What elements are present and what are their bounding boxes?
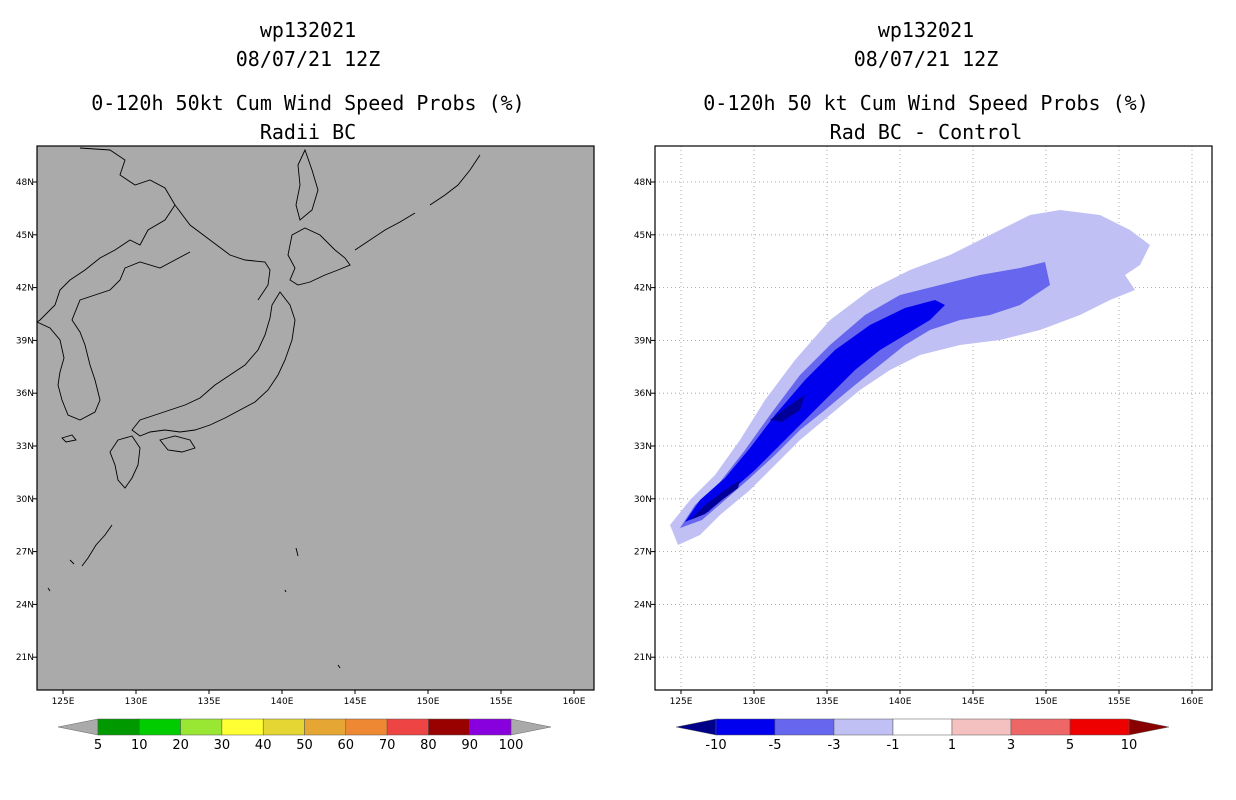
right-product-title: 0-120h 50 kt Cum Wind Speed Probs (%) bbox=[703, 91, 1149, 115]
lon-tick-label: 135E bbox=[198, 697, 221, 707]
colorbar-swatch bbox=[1010, 718, 1071, 736]
lat-tick-label: 39N bbox=[16, 336, 34, 346]
lat-tick-label: 21N bbox=[634, 653, 652, 663]
right-datetime: 08/07/21 12Z bbox=[853, 47, 999, 71]
lat-tick-label: 21N bbox=[16, 653, 34, 663]
colorbar-swatch bbox=[139, 718, 181, 736]
colorbar-label: 20 bbox=[172, 738, 189, 753]
left-product-title: 0-120h 50kt Cum Wind Speed Probs (%) bbox=[91, 91, 525, 115]
diff-band-dark bbox=[685, 300, 945, 522]
lat-tick-label: 33N bbox=[634, 442, 652, 452]
lon-tick-label: 140E bbox=[271, 697, 294, 707]
left-map: 125E 130E 135E 140E 145E 150E 155E 160E 48N 45N 42… bbox=[16, 145, 595, 707]
lat-tick-label: 24N bbox=[634, 600, 652, 610]
colorbar-swatch bbox=[180, 718, 223, 736]
colorbar-label: 30 bbox=[214, 738, 231, 753]
lon-tick-label: 150E bbox=[417, 697, 440, 707]
right-map: 125E 130E 135E 140E 145E 150E 155E 160E 48N 45N 42… bbox=[634, 145, 1213, 707]
lon-tick-label: 130E bbox=[125, 697, 148, 707]
lon-tick-label: 160E bbox=[563, 697, 586, 707]
right-difference-field bbox=[670, 210, 1150, 545]
colorbar-label: 90 bbox=[461, 738, 478, 753]
lat-tick-label: 45N bbox=[634, 231, 652, 241]
colorbar-label: 5 bbox=[94, 738, 102, 753]
colorbar-swatch bbox=[221, 718, 264, 736]
colorbar-label: -1 bbox=[887, 738, 900, 753]
colorbar-swatch bbox=[892, 718, 953, 736]
colorbar-swatch bbox=[1069, 718, 1130, 736]
colorbar-label: -10 bbox=[705, 738, 726, 753]
colorbar-label: 5 bbox=[1066, 738, 1074, 753]
lon-tick-label: 160E bbox=[1181, 697, 1204, 707]
lon-tick-label: 155E bbox=[1108, 697, 1131, 707]
lat-tick-label: 30N bbox=[16, 495, 34, 505]
lon-tick-label: 155E bbox=[490, 697, 513, 707]
left-colorbar: 5 10 20 30 40 50 60 70 80 90 100 bbox=[57, 718, 552, 753]
left-subtitle: Radii BC bbox=[259, 120, 357, 144]
colorbar-swatch bbox=[262, 718, 305, 736]
colorbar-swatch bbox=[469, 718, 512, 736]
right-subtitle: Rad BC - Control bbox=[829, 120, 1023, 144]
colorbar-label: -3 bbox=[828, 738, 841, 753]
lon-tick-label: 150E bbox=[1035, 697, 1058, 707]
right-colorbar: -10 -5 -3 -1 1 3 5 10 bbox=[675, 718, 1170, 753]
colorbar-swatch bbox=[304, 718, 347, 736]
colorbar-label: -5 bbox=[769, 738, 782, 753]
colorbar-high-end bbox=[510, 718, 552, 736]
lon-tick-label: 125E bbox=[52, 697, 75, 707]
colorbar-low-end bbox=[675, 718, 717, 736]
colorbar-high-end bbox=[1128, 718, 1170, 736]
lon-tick-label: 145E bbox=[962, 697, 985, 707]
lat-tick-label: 42N bbox=[16, 284, 34, 294]
lon-tick-label: 130E bbox=[743, 697, 766, 707]
colorbar-label: 70 bbox=[379, 738, 396, 753]
lat-tick-label: 30N bbox=[634, 495, 652, 505]
lat-tick-label: 48N bbox=[634, 178, 652, 188]
colorbar-swatch bbox=[386, 718, 429, 736]
right-map-background bbox=[654, 145, 1213, 691]
colorbar-label: 80 bbox=[420, 738, 437, 753]
lat-tick-label: 33N bbox=[16, 442, 34, 452]
lat-tick-label: 36N bbox=[16, 389, 34, 399]
lat-tick-label: 24N bbox=[16, 600, 34, 610]
colorbar-label: 10 bbox=[131, 738, 148, 753]
colorbar-swatch bbox=[774, 718, 835, 736]
colorbar-label: 100 bbox=[499, 738, 524, 753]
lat-tick-label: 27N bbox=[634, 548, 652, 558]
colorbar-label: 3 bbox=[1007, 738, 1015, 753]
colorbar-label: 40 bbox=[255, 738, 272, 753]
lat-tick-label: 48N bbox=[16, 178, 34, 188]
left-map-background bbox=[36, 145, 595, 691]
colorbar-label: 50 bbox=[296, 738, 313, 753]
lon-tick-label: 135E bbox=[816, 697, 839, 707]
colorbar-label: 1 bbox=[948, 738, 956, 753]
lat-tick-label: 27N bbox=[16, 548, 34, 558]
colorbar-swatch bbox=[833, 718, 894, 736]
diff-band-core bbox=[690, 480, 740, 520]
lat-tick-label: 45N bbox=[16, 231, 34, 241]
lat-tick-label: 42N bbox=[634, 284, 652, 294]
left-datetime: 08/07/21 12Z bbox=[235, 47, 381, 71]
lon-tick-label: 125E bbox=[670, 697, 693, 707]
colorbar-label: 60 bbox=[338, 738, 355, 753]
colorbar-swatch bbox=[97, 718, 140, 736]
right-storm-id: wp132021 bbox=[877, 18, 975, 42]
colorbar-swatch bbox=[951, 718, 1012, 736]
left-storm-id: wp132021 bbox=[259, 18, 357, 42]
colorbar-swatch bbox=[428, 718, 470, 736]
lon-tick-label: 145E bbox=[344, 697, 367, 707]
colorbar-swatch bbox=[715, 718, 776, 736]
lon-tick-label: 140E bbox=[889, 697, 912, 707]
colorbar-low-end bbox=[57, 718, 99, 736]
lat-tick-label: 39N bbox=[634, 336, 652, 346]
lat-tick-label: 36N bbox=[634, 389, 652, 399]
colorbar-label: 10 bbox=[1121, 738, 1138, 753]
colorbar-swatch bbox=[345, 718, 388, 736]
